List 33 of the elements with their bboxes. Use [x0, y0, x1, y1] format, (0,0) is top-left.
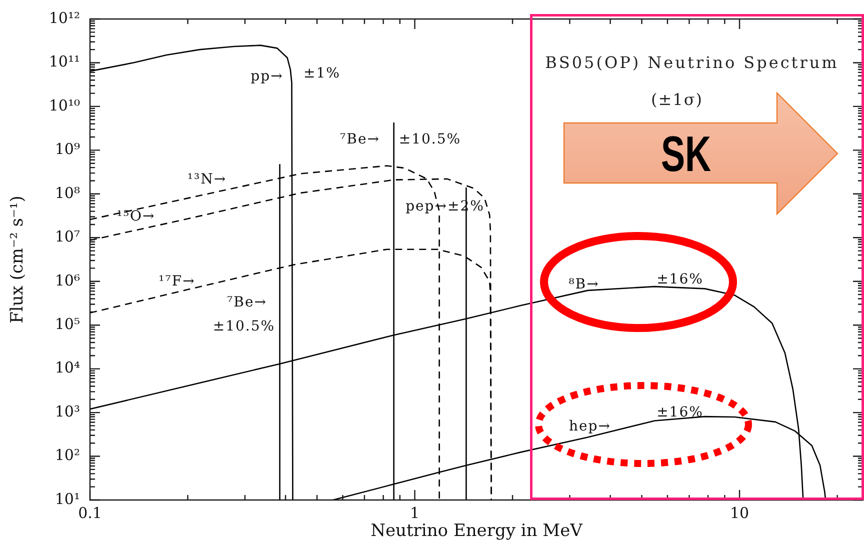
y-tick-label: 10⁹	[54, 140, 80, 158]
y-tick-label: 10⁵	[54, 314, 80, 333]
annotation: ±1%	[304, 66, 340, 82]
y-tick-label: 10⁸	[54, 184, 80, 202]
annotation: ¹⁵O→	[116, 208, 156, 225]
text: (±1σ)	[651, 90, 703, 110]
y-tick-label: 10⁴	[54, 358, 80, 377]
y-tick-label: 10¹⁰	[48, 96, 80, 114]
y-tick-label: 10²	[54, 446, 80, 464]
annotation: ¹⁷F→	[158, 274, 196, 290]
x-tick-label: 10	[730, 504, 750, 522]
y-tick-label: 10¹	[54, 490, 80, 508]
annotation: hep→	[569, 418, 611, 435]
annotation: ±10.5%	[212, 318, 276, 335]
y-tick-label: 10³	[54, 402, 80, 420]
annotation: pp→	[250, 68, 284, 85]
annotation: ⁷Be→	[340, 132, 380, 148]
annotation: ⁸B→	[568, 276, 600, 293]
annotation: ±16%	[656, 404, 704, 421]
annotation: SK	[660, 126, 712, 182]
y-tick-label: 10⁶	[54, 271, 80, 290]
y-axis-title: Flux (cm⁻² s⁻¹)	[8, 196, 28, 324]
x-axis-title: Neutrino Energy in MeV	[370, 521, 584, 542]
annotation: ¹³N→	[187, 172, 227, 188]
x-tick-label: 1	[410, 504, 420, 522]
annotation: ±16%	[656, 272, 704, 288]
y-tick-label: 10¹¹	[48, 52, 80, 71]
annotation: ±10.5%	[398, 132, 462, 148]
y-tick-label: 10⁷	[54, 228, 80, 246]
annotation: ⁷Be→	[227, 294, 267, 311]
y-tick-label: 10¹²	[48, 8, 80, 27]
text: BS05(OP) Neutrino Spectrum	[545, 53, 839, 72]
x-tick-label: 0.1	[78, 504, 102, 522]
